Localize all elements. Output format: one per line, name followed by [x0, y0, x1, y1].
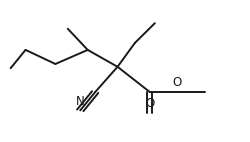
- Text: O: O: [172, 76, 182, 89]
- Text: O: O: [145, 97, 154, 110]
- Text: N: N: [76, 95, 84, 107]
